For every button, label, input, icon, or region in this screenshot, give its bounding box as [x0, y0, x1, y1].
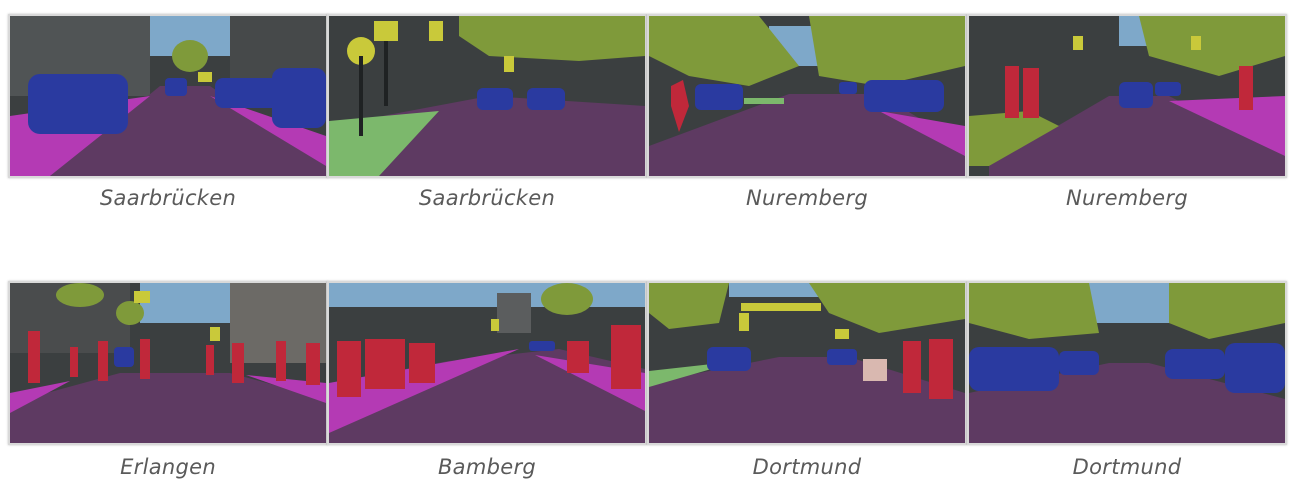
- city-caption: Bamberg: [437, 455, 537, 479]
- tile-dortmund-1: Dortmund: [647, 281, 967, 479]
- segmented-street-image: [647, 14, 967, 178]
- tile-nuremberg-1: Nuremberg: [647, 14, 967, 210]
- tile-nuremberg-2: Nuremberg: [967, 14, 1287, 210]
- city-caption: Nuremberg: [1066, 186, 1188, 210]
- segmented-street-image: [327, 14, 647, 178]
- segmented-street-image: [967, 14, 1287, 178]
- street-scene-saarbruecken-1: [10, 16, 326, 176]
- segmented-street-image: [967, 281, 1287, 445]
- tile-saarbruecken-2: Saarbrücken: [327, 14, 647, 210]
- segmented-street-image: [8, 14, 328, 178]
- tile-erlangen: Erlangen: [8, 281, 328, 479]
- city-caption: Saarbrücken: [418, 186, 556, 210]
- city-caption: Nuremberg: [746, 186, 868, 210]
- street-scene-saarbruecken-2: [329, 16, 645, 176]
- segmented-street-image: [8, 281, 328, 445]
- street-scene-nuremberg-1: [649, 16, 965, 176]
- tile-bamberg: Bamberg: [327, 281, 647, 479]
- tile-saarbruecken-1: Saarbrücken: [8, 14, 328, 210]
- segmented-street-image: [647, 281, 967, 445]
- street-scene-nuremberg-2: [969, 16, 1285, 176]
- street-scene-dortmund-2: [969, 283, 1285, 443]
- tile-dortmund-2: Dortmund: [967, 281, 1287, 479]
- city-caption: Dortmund: [1072, 455, 1182, 479]
- city-caption: Erlangen: [120, 455, 216, 479]
- street-scene-bamberg: [329, 283, 645, 443]
- street-scene-erlangen: [10, 283, 326, 443]
- city-caption: Saarbrücken: [99, 186, 237, 210]
- city-caption: Dortmund: [752, 455, 862, 479]
- segmented-street-image: [327, 281, 647, 445]
- street-scene-dortmund-1: [649, 283, 965, 443]
